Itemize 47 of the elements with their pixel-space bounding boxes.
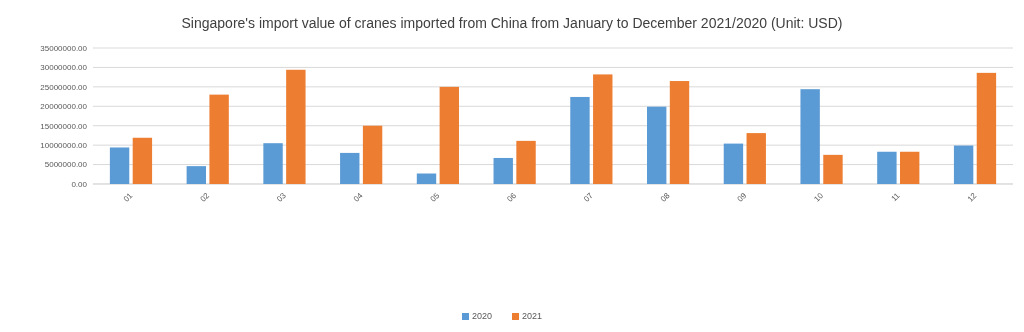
bar xyxy=(953,145,974,184)
bar xyxy=(746,133,766,184)
y-tick-label: 5000000.00 xyxy=(44,160,88,170)
bar xyxy=(186,166,206,184)
bar xyxy=(877,151,897,184)
bar xyxy=(976,72,997,184)
bar xyxy=(593,74,613,184)
x-tick-label: 06 xyxy=(505,190,519,204)
bar xyxy=(900,151,920,184)
bar xyxy=(647,106,667,184)
x-tick-label: 09 xyxy=(735,190,749,204)
bar xyxy=(723,143,744,184)
x-tick-label: 12 xyxy=(965,190,979,204)
legend-label: 2020 xyxy=(472,311,493,321)
bar xyxy=(109,147,130,184)
bar xyxy=(132,137,153,184)
bar xyxy=(340,152,360,184)
y-tick-label: 0.00 xyxy=(71,179,88,189)
bar xyxy=(263,143,283,184)
bar xyxy=(362,125,383,184)
bar xyxy=(800,89,820,184)
x-tick-label: 04 xyxy=(351,190,365,204)
x-tick-label: 08 xyxy=(658,190,672,204)
bar xyxy=(209,94,229,184)
bar xyxy=(286,69,306,184)
bar xyxy=(669,81,690,184)
bar xyxy=(493,157,513,184)
bar xyxy=(823,154,843,184)
y-tick-label: 15000000.00 xyxy=(40,121,88,131)
x-tick-label: 03 xyxy=(275,190,289,204)
x-tick-label: 05 xyxy=(428,190,442,204)
y-tick-label: 35000000.00 xyxy=(40,43,88,53)
y-tick-label: 10000000.00 xyxy=(40,140,88,150)
x-tick-label: 11 xyxy=(889,190,903,204)
x-tick-label: 01 xyxy=(121,190,135,204)
x-tick-label: 10 xyxy=(812,190,826,204)
y-tick-label: 30000000.00 xyxy=(40,63,88,73)
legend-label: 2021 xyxy=(522,311,543,321)
x-tick-label: 07 xyxy=(582,190,596,204)
bar xyxy=(439,86,460,184)
y-tick-label: 25000000.00 xyxy=(40,82,88,92)
bar xyxy=(516,140,536,184)
bar xyxy=(416,173,437,184)
x-tick-label: 02 xyxy=(198,190,212,204)
bar xyxy=(570,96,590,184)
y-tick-label: 20000000.00 xyxy=(40,102,88,112)
chart-title: Singapore's import value of cranes imported from China from January to December 2021/2020 (Unit: USD) xyxy=(181,15,843,31)
